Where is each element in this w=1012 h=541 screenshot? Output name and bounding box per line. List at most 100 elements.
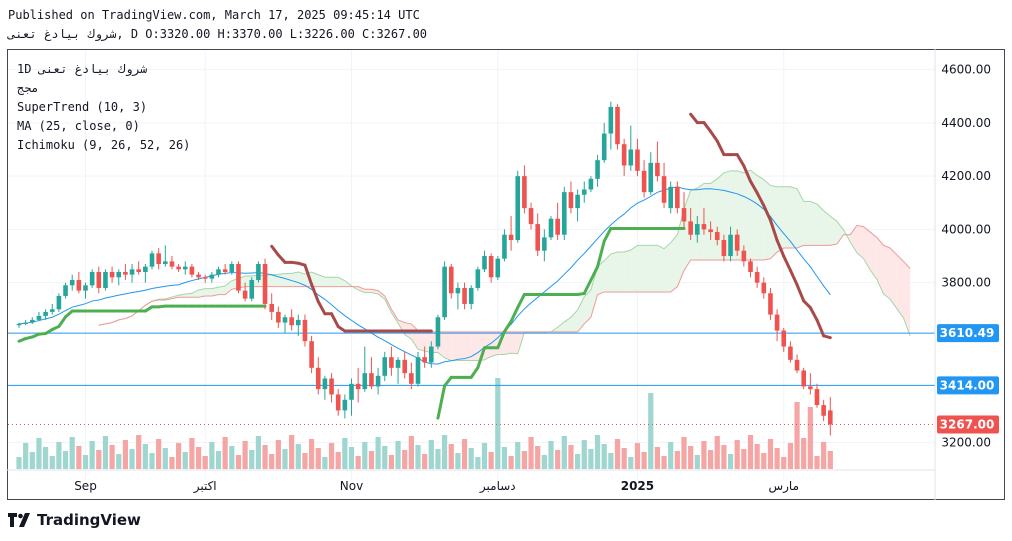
volume-bar (488, 452, 494, 469)
cloud-segment (777, 186, 784, 253)
cloud-segment (617, 252, 625, 292)
volume-bar (215, 451, 222, 469)
cloud-segment (690, 188, 698, 261)
candle (761, 277, 767, 299)
candle-body (143, 266, 148, 272)
legend-ichimoku[interactable]: Ichimoku (9, 26, 52, 26) (17, 138, 191, 152)
candle-body (96, 271, 102, 288)
volume-bar (628, 457, 634, 469)
volume-bar (694, 455, 700, 469)
cloud-segment (817, 204, 824, 246)
candle-body (475, 269, 481, 288)
supertrend-segment (709, 129, 719, 143)
candle (276, 306, 281, 328)
cloud-segment (903, 261, 911, 336)
candle (455, 282, 461, 310)
candle (429, 341, 434, 368)
volume-bar (169, 457, 175, 469)
candle (156, 248, 161, 270)
cloud-segment (198, 288, 206, 298)
supertrend-segment (822, 334, 832, 340)
supertrend-segment (689, 112, 699, 125)
volume-bar (195, 447, 202, 469)
cloud-segment (584, 289, 591, 324)
candle (76, 271, 82, 294)
supertrend-segment (715, 139, 726, 157)
candle-body (355, 383, 361, 390)
cloud-segment (863, 226, 871, 270)
candle-body (548, 218, 554, 238)
volume-bar (156, 439, 162, 469)
candle (548, 216, 554, 241)
volume-bar (515, 442, 521, 469)
candle (668, 181, 673, 214)
chart-grid (8, 50, 935, 479)
cloud-segment (271, 274, 279, 287)
volume-bar (62, 451, 69, 469)
horizontal-lines (8, 332, 935, 426)
supertrend-segment (469, 366, 480, 379)
candle-body (821, 405, 826, 416)
supertrend-segment (775, 238, 786, 258)
supertrend-segment (768, 218, 779, 242)
candle (721, 234, 727, 262)
candle (621, 138, 627, 177)
candle (282, 314, 288, 334)
candle (409, 362, 414, 390)
cloud-segment (670, 234, 678, 292)
cloud-segment (624, 250, 631, 292)
volume-bar (481, 443, 488, 469)
candle-body (808, 386, 813, 390)
volume-bar (674, 451, 680, 469)
legend-supertrend[interactable]: SuperTrend (10, 3) (17, 100, 148, 114)
cloud-segment (664, 242, 671, 292)
candle-body (43, 311, 48, 316)
candle-body (781, 330, 787, 347)
candle (116, 269, 122, 286)
cloud-segment (803, 201, 811, 246)
time-tick-label: Sep (74, 479, 97, 493)
candle (568, 181, 574, 214)
candle-body (335, 394, 341, 411)
volume-bar (807, 407, 813, 469)
legend-ma[interactable]: MA (25, close, 0) (17, 119, 140, 133)
cloud-segment (418, 330, 425, 352)
tradingview-logo[interactable]: TradingView (8, 511, 141, 529)
volume-bar (568, 445, 574, 469)
price-tick-label: 4200.00 (941, 169, 991, 183)
volume-bar (541, 455, 547, 469)
candle (289, 309, 294, 331)
volume-bar (781, 457, 787, 469)
supertrend-segment (436, 384, 447, 420)
candle (36, 311, 42, 322)
candle-body (681, 208, 687, 222)
candle-body (535, 224, 540, 251)
candle-body (528, 208, 534, 225)
candle-body (655, 162, 660, 177)
cloud-segment (610, 252, 618, 292)
volume-bar (102, 436, 109, 469)
chart-panel[interactable]: 4600.00 4400.00 4200.00 4000.00 3800.00 3200.… (7, 49, 1005, 500)
price-label-text: 3610.49 (940, 326, 995, 340)
candle (269, 293, 274, 320)
volume-bar (501, 447, 508, 469)
volume-bar (575, 454, 581, 469)
candle (30, 317, 35, 324)
volume-bar (275, 440, 281, 469)
volume-bar (734, 440, 740, 469)
candle (182, 261, 188, 275)
candle-body (116, 271, 122, 278)
candle-body (422, 357, 427, 363)
candle (262, 258, 268, 310)
volume-bar (621, 448, 627, 469)
cloud-segment (630, 245, 638, 292)
candle-body (721, 240, 727, 257)
volume-bar (56, 442, 62, 469)
cloud-segment (870, 232, 877, 280)
candle-body (249, 279, 255, 299)
cloud-segment (557, 321, 565, 332)
candle-body (788, 346, 793, 360)
cloud-span-a (98, 169, 911, 362)
volume-bar (315, 448, 321, 469)
candle (176, 264, 181, 272)
